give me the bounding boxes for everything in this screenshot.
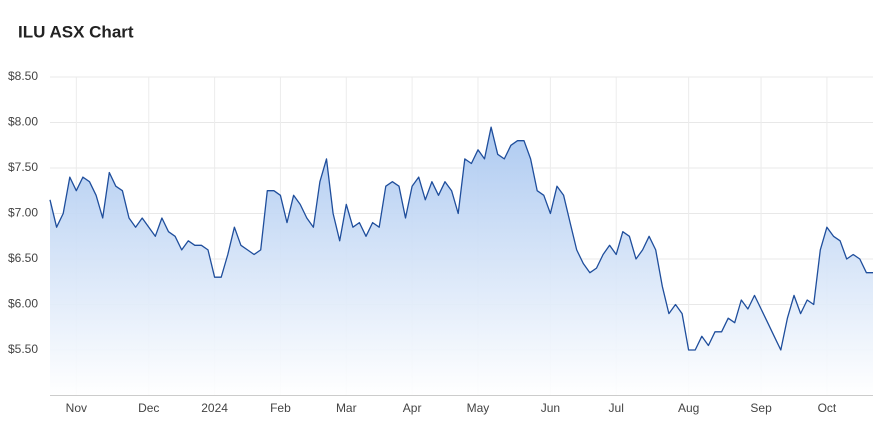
x-tick-label: Aug	[678, 401, 699, 415]
x-tick-label: Nov	[66, 401, 87, 415]
y-tick-label: $6.00	[8, 297, 38, 311]
y-tick-label: $7.50	[8, 160, 38, 174]
x-tick-label: May	[467, 401, 490, 415]
x-tick-label: Jun	[541, 401, 560, 415]
y-tick-label: $7.00	[8, 206, 38, 220]
chart-title: ILU ASX Chart	[18, 22, 134, 41]
x-tick-label: 2024	[201, 401, 228, 415]
x-tick-label: Feb	[270, 401, 291, 415]
x-tick-label: Jul	[609, 401, 624, 415]
line	[49, 126, 873, 351]
x-tick-label: Mar	[336, 401, 357, 415]
y-tick-label: $6.50	[8, 251, 38, 265]
y-tick-label: $5.50	[8, 342, 38, 356]
y-tick-label: $8.50	[8, 69, 38, 83]
x-tick-label: Apr	[403, 401, 422, 415]
x-tick-label: Dec	[138, 401, 159, 415]
area	[50, 127, 873, 396]
x-tick-label: Sep	[750, 401, 772, 415]
y-tick-label: $8.00	[8, 115, 38, 129]
x-tick-label: Oct	[818, 401, 837, 415]
